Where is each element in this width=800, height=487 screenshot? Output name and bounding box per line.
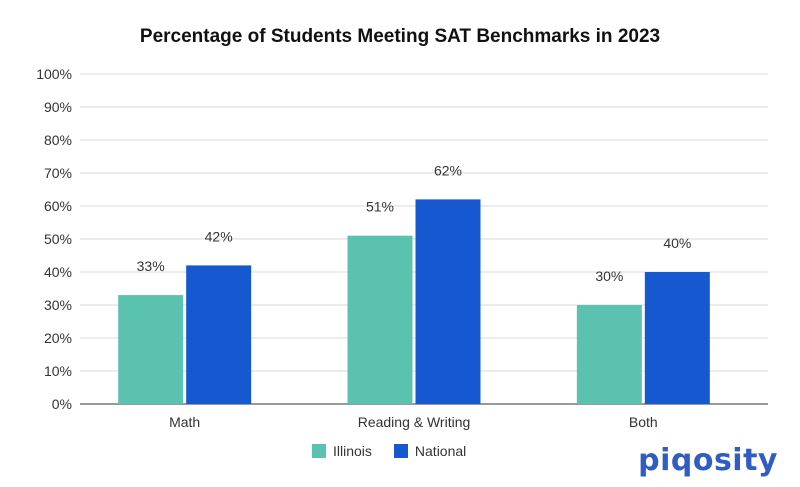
data-label: 62% — [434, 162, 462, 178]
x-tick-label: Both — [629, 414, 658, 430]
data-label: 30% — [595, 268, 623, 284]
y-tick-label: 100% — [36, 66, 72, 82]
y-tick-label: 30% — [44, 297, 72, 313]
bar-national[interactable] — [186, 265, 252, 404]
y-tick-label: 0% — [52, 396, 72, 412]
bar-national[interactable] — [415, 199, 481, 404]
data-label: 42% — [205, 228, 233, 244]
bar-national[interactable] — [644, 272, 710, 404]
y-tick-label: 90% — [44, 99, 72, 115]
x-tick-label: Reading & Writing — [358, 414, 471, 430]
x-tick-label: Math — [169, 414, 200, 430]
y-tick-label: 80% — [44, 132, 72, 148]
y-tick-label: 50% — [44, 231, 72, 247]
y-tick-label: 60% — [44, 198, 72, 214]
chart-title: Percentage of Students Meeting SAT Bench… — [139, 26, 661, 47]
legend-label: National — [414, 443, 467, 459]
legend-label: Illinois — [333, 443, 372, 459]
bar-illinois[interactable] — [118, 295, 184, 404]
piqosity-logo: piqosity — [638, 443, 778, 478]
legend: Illinois National — [312, 443, 466, 459]
y-tick-label: 20% — [44, 330, 72, 346]
legend-item-illinois[interactable]: Illinois — [312, 443, 372, 459]
bar-illinois[interactable] — [347, 235, 413, 404]
y-tick-label: 10% — [44, 363, 72, 379]
data-label: 51% — [366, 199, 394, 215]
y-tick-label: 40% — [44, 264, 72, 280]
data-label: 40% — [663, 235, 691, 251]
legend-item-national[interactable]: National — [393, 443, 467, 459]
bar-illinois[interactable] — [576, 305, 642, 404]
data-label: 33% — [137, 258, 165, 274]
legend-swatch — [312, 444, 326, 458]
legend-swatch — [393, 444, 408, 458]
y-tick-label: 70% — [44, 165, 72, 181]
